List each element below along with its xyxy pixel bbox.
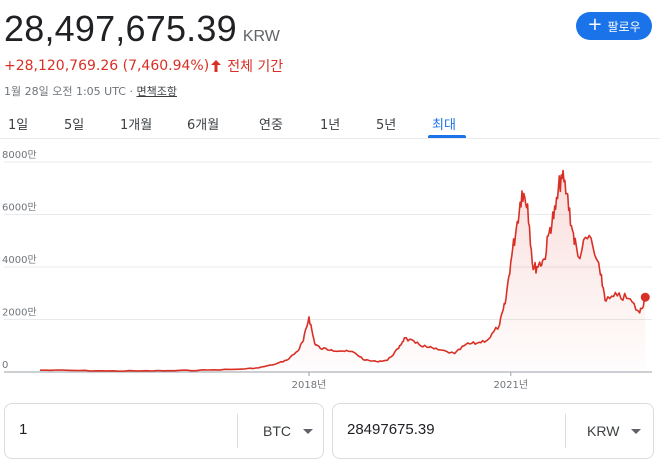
price-line <box>40 169 646 372</box>
timestamp-row: 1월 28일 오전 1:05 UTC · 면책조항 <box>4 83 177 99</box>
follow-button[interactable]: + 팔로우 <box>576 12 652 40</box>
from-unit-select[interactable]: BTC <box>263 423 291 439</box>
disclaimer-link[interactable]: 면책조항 <box>136 85 177 98</box>
follow-label: 팔로우 <box>607 19 641 34</box>
from-converter: BTC <box>4 403 324 459</box>
plus-icon: + <box>587 14 603 35</box>
tab-6m[interactable]: 6개월 <box>187 118 220 133</box>
meta-separator: · <box>129 85 133 98</box>
range-tabs: 1일 5일 1개월 6개월 연중 1년 5년 최대 <box>0 108 660 138</box>
tab-1y[interactable]: 1년 <box>320 118 341 133</box>
tab-max[interactable]: 최대 <box>432 118 456 133</box>
converter-divider <box>565 414 566 448</box>
chevron-down-icon[interactable] <box>303 429 313 434</box>
active-tab-indicator <box>428 135 466 138</box>
x-tick-label: 2021년 <box>493 379 528 391</box>
price-row: 28,497,675.39 KRW <box>4 8 280 50</box>
chevron-down-icon[interactable] <box>631 429 641 434</box>
to-converter: KRW <box>332 403 654 459</box>
current-price-marker <box>640 292 650 302</box>
tab-5d[interactable]: 5일 <box>64 118 85 133</box>
price-change-row: +28,120,769.26 (7,460.94%) 전체 기간 <box>4 56 283 76</box>
tabs-divider <box>0 138 660 139</box>
arrow-up-icon <box>211 60 222 72</box>
y-tick-label: 6000만 <box>2 202 37 214</box>
y-tick-label: 4000만 <box>2 254 37 266</box>
current-price: 28,497,675.39 <box>4 8 237 49</box>
tab-ytd[interactable]: 연중 <box>259 118 283 133</box>
to-unit-select[interactable]: KRW <box>587 423 620 439</box>
timestamp: 1월 28일 오전 1:05 UTC <box>4 85 126 98</box>
price-change: +28,120,769.26 (7,460.94%) <box>4 58 210 74</box>
period-label: 전체 기간 <box>227 59 284 75</box>
tab-1m[interactable]: 1개월 <box>120 118 153 133</box>
price-area <box>40 170 646 372</box>
tab-5y[interactable]: 5년 <box>376 118 397 133</box>
y-tick-label: 8000만 <box>2 150 37 161</box>
price-chart[interactable]: 0 2000만 4000만 6000만 8000만 2018년 2021년 <box>0 150 660 395</box>
y-tick-label: 0 <box>2 360 8 371</box>
x-tick-label: 2018년 <box>292 379 327 391</box>
to-amount-input[interactable] <box>347 421 547 438</box>
converter-divider <box>237 414 238 448</box>
from-amount-input[interactable] <box>19 421 219 438</box>
y-tick-label: 2000만 <box>2 307 37 319</box>
tab-1d[interactable]: 1일 <box>8 118 29 133</box>
currency-label: KRW <box>242 28 280 45</box>
